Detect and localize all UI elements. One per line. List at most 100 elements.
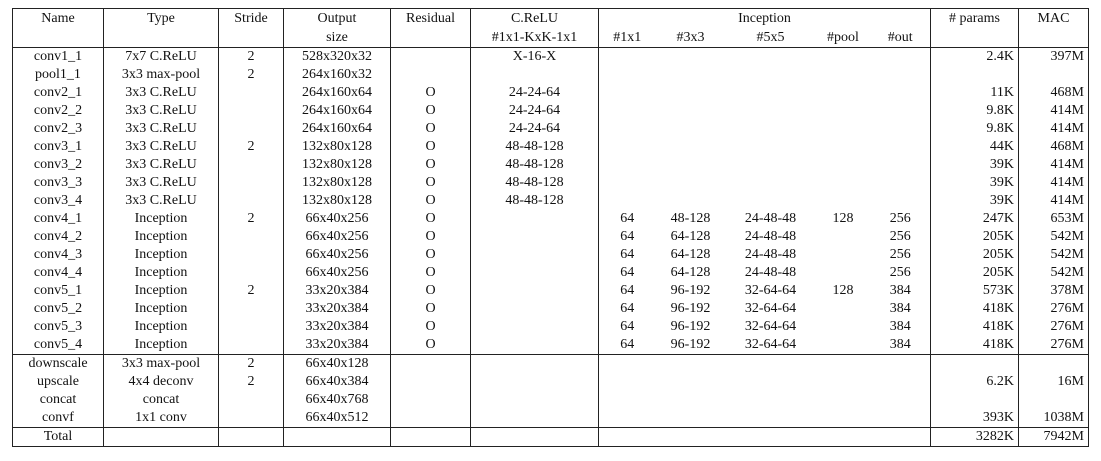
table-cell: 653M (1050, 211, 1084, 226)
table-cell (726, 138, 816, 156)
table-cell (656, 120, 726, 138)
table-cell: Inception (103, 228, 219, 246)
table-cell (726, 373, 816, 391)
table-cell (218, 391, 284, 409)
table-cell: O (390, 120, 471, 138)
table-cell: 66x40x256 (283, 264, 391, 282)
table-cell: 3x3 C.ReLU (103, 102, 219, 120)
table-cell: 64-128 (670, 265, 711, 280)
table-cell (816, 102, 871, 120)
table-cell: 44K (930, 138, 1019, 156)
table-cell: O (390, 228, 471, 246)
table-cell: 3x3 C.ReLU (103, 156, 219, 174)
table-cell: conv3_4 (12, 192, 104, 210)
table-row: convf 1x1 conv 66x40x512 393K 1038M (12, 409, 1089, 428)
table-row: upscale 4x4 deconv 2 66x40x384 6.2K 16M (12, 373, 1089, 391)
table-cell: 32-64-64 (744, 337, 797, 352)
table-cell: 64 (620, 301, 635, 316)
table-cell: O (390, 210, 471, 228)
table-cell: 205K (930, 264, 1019, 282)
table-cell (470, 318, 599, 336)
table-cell (816, 192, 871, 210)
table-cell (599, 84, 656, 102)
header-cell: #pool (815, 28, 871, 48)
table-cell: 64 (620, 283, 635, 298)
table-cell (870, 102, 931, 120)
table-cell: 66x40x768 (283, 391, 391, 409)
table-cell: conv5_2 (12, 300, 104, 318)
table-cell (870, 409, 931, 428)
table-row: Total 3282K 7942M (12, 427, 1089, 447)
table-cell: O (390, 264, 471, 282)
table-cell (816, 84, 871, 102)
table-cell (655, 354, 726, 373)
table-cell: conv3_3 (12, 174, 104, 192)
table-cell: X-16-X (470, 47, 599, 66)
table-cell (656, 373, 726, 391)
table-cell (816, 373, 871, 391)
table-cell (870, 174, 931, 192)
table-cell (598, 427, 656, 447)
table-cell: 256 (870, 246, 931, 264)
table-cell: 64 (620, 319, 635, 334)
table-cell: 66x40x512 (283, 409, 391, 428)
table-cell: 132x80x128 (283, 156, 391, 174)
table-cell: 3x3 max-pool (103, 66, 219, 84)
table-cell: 64 (620, 265, 635, 280)
table-cell: conv4_1 (12, 210, 104, 228)
table-cell (870, 84, 931, 102)
table-cell (599, 138, 656, 156)
table-cell (218, 246, 284, 264)
table-cell: 397M (1050, 49, 1084, 64)
table-cell: 39K (930, 174, 1019, 192)
table-cell (930, 354, 1019, 373)
table-cell: 32-64-64 (744, 283, 797, 298)
table-cell: conv3_2 (12, 156, 104, 174)
table-cell (218, 427, 284, 447)
table-row: conv3_2 3x3 C.ReLU 132x80x128 O 48-48-128 39K… (12, 156, 1089, 174)
table-cell: 418K (930, 300, 1019, 318)
table-row: conv5_1 Inception 2 33x20x384 O 64 96-192 32-64… (12, 282, 1089, 300)
header-cell: # params (930, 8, 1019, 28)
table-cell (599, 373, 656, 391)
table-cell (599, 156, 656, 174)
table-cell: O (390, 300, 471, 318)
header-cell: #1x1 (598, 28, 656, 48)
table-cell: concat (12, 391, 104, 409)
table-cell: 66x40x256 (283, 228, 391, 246)
table-cell (218, 336, 284, 355)
table-cell: 393K (930, 409, 1019, 428)
table-cell (815, 354, 871, 373)
header-cell: #3x3 (655, 28, 726, 48)
table-cell (726, 48, 816, 67)
table-cell: 3x3 C.ReLU (103, 120, 219, 138)
table-cell (816, 120, 871, 138)
table-cell (870, 47, 931, 66)
table-cell (390, 409, 471, 428)
table-row: concat concat 66x40x768 (12, 391, 1089, 409)
table-cell: 6.2K (930, 373, 1019, 391)
table-cell (726, 391, 816, 409)
table-row: conv4_3 Inception 66x40x256 O 64 64-128 24-48-… (12, 246, 1089, 264)
table-cell (598, 354, 656, 373)
table-cell (816, 409, 871, 428)
table-cell: 64 (620, 211, 635, 226)
table-cell: 3x3 C.ReLU (103, 174, 219, 192)
table-cell: downscale (12, 354, 104, 373)
header-cell: Inception (598, 8, 931, 28)
table-cell: 542M (1050, 247, 1084, 262)
table-cell: 64 (620, 247, 635, 262)
table-cell: 384 (870, 282, 931, 300)
table-cell (470, 354, 599, 373)
table-cell (470, 427, 599, 447)
table-cell: O (390, 138, 471, 156)
table-cell: 24-24-64 (470, 84, 599, 102)
table-cell: 11K (930, 84, 1019, 102)
header-cell: Type (103, 8, 219, 28)
table-cell: conv4_4 (12, 264, 104, 282)
table-cell (470, 336, 599, 355)
table-cell: Inception (103, 318, 219, 336)
table-row: conv5_3 Inception 33x20x384 O 64 96-192 32-64-… (12, 318, 1089, 336)
table-cell: conv3_1 (12, 138, 104, 156)
